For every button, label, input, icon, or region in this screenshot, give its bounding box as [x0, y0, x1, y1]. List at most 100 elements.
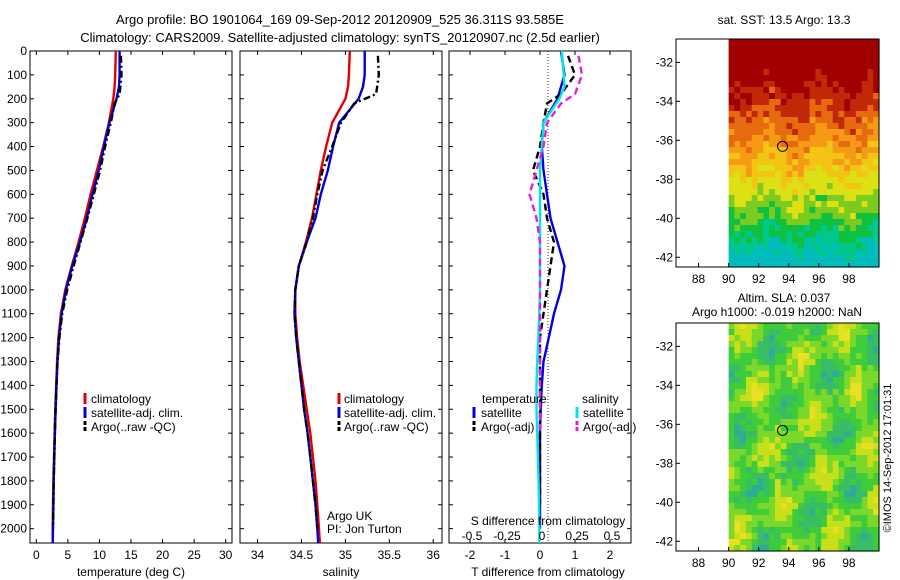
map-cell — [769, 255, 776, 262]
map-cell — [774, 455, 782, 462]
map-cell — [774, 491, 782, 498]
map-cell — [763, 111, 770, 118]
map-cell — [745, 75, 753, 82]
map-cell — [855, 515, 863, 522]
map-cell — [844, 219, 851, 226]
map-cell — [745, 491, 753, 498]
map-cell — [751, 147, 759, 154]
map-cell — [803, 383, 811, 390]
map-cell — [838, 527, 845, 534]
map-cell — [780, 147, 788, 154]
map-cell — [740, 195, 747, 202]
map-cell — [745, 323, 753, 330]
map-cell — [873, 497, 880, 504]
map-cell — [786, 335, 793, 342]
map-cell — [774, 195, 782, 202]
map-cell — [751, 413, 759, 420]
map-cell — [838, 75, 845, 82]
map-cell — [763, 255, 770, 262]
map-cell — [815, 437, 822, 444]
map-cell — [861, 425, 869, 432]
map-cell — [803, 359, 811, 366]
map-cell — [850, 219, 857, 226]
map-cell — [786, 401, 793, 408]
map-cell — [751, 515, 759, 522]
map-cell — [728, 365, 736, 372]
map-cell — [780, 165, 788, 172]
map-cell — [751, 117, 759, 124]
map-cell — [745, 341, 753, 348]
map-cell — [838, 335, 845, 342]
map-cell — [745, 395, 753, 402]
map-cell — [861, 183, 869, 190]
map-cell — [809, 521, 816, 528]
map-cell — [809, 213, 816, 220]
map-cell — [838, 249, 845, 256]
map-cell — [832, 63, 840, 70]
map-cell — [867, 395, 874, 402]
map-cell — [873, 207, 880, 214]
map-cell — [757, 497, 764, 504]
map-cell — [798, 353, 805, 360]
map-cell — [803, 225, 811, 232]
map-cell — [832, 461, 840, 468]
legend-label-climatology: climatology — [344, 392, 404, 406]
map-cell — [826, 365, 834, 372]
map-cell — [855, 39, 863, 46]
map-cell — [855, 365, 863, 372]
map-cell — [855, 141, 863, 148]
map-cell — [873, 515, 880, 522]
map-cell — [786, 87, 793, 94]
map-cell — [861, 473, 869, 480]
map-cell — [757, 159, 764, 166]
legend-label-s-argo: Argo(-adj) — [583, 420, 636, 434]
map-cell — [786, 141, 793, 148]
map-cell — [798, 219, 805, 226]
map-cell — [792, 45, 799, 52]
map-cell — [769, 545, 776, 552]
map-cell — [861, 431, 869, 438]
imos-timestamp: ©IMOS 14-Sep-2012 17:01:31 — [882, 384, 894, 533]
map-cell — [798, 377, 805, 384]
map-cell — [757, 129, 764, 136]
map-cell — [803, 243, 811, 250]
map-cell — [826, 491, 834, 498]
map-cell — [786, 467, 793, 474]
map-cell — [844, 371, 851, 378]
map-cell — [745, 93, 753, 100]
map-cell — [734, 365, 741, 372]
map-cell — [844, 467, 851, 474]
map-cell — [803, 165, 811, 172]
depth-ytick-label: 1200 — [0, 331, 27, 345]
legend-label-t-satellite: satellite — [481, 406, 522, 420]
map-cell — [867, 521, 874, 528]
map-cell — [838, 377, 845, 384]
map-cell — [745, 389, 753, 396]
map-cell — [855, 509, 863, 516]
map-cell — [867, 437, 874, 444]
map-cell — [792, 419, 799, 426]
map-cell — [855, 335, 863, 342]
map-cell — [728, 63, 736, 70]
map-cell — [850, 365, 857, 372]
map-cell — [745, 159, 753, 166]
map-cell — [786, 383, 793, 390]
map-cell — [844, 407, 851, 414]
map-cell — [780, 69, 788, 76]
map-cell — [786, 431, 793, 438]
map-cell — [763, 219, 770, 226]
map-cell — [798, 527, 805, 534]
map-cell — [815, 461, 822, 468]
legend-heading-temperature: temperature — [482, 392, 547, 406]
map-cell — [821, 401, 828, 408]
map-cell — [769, 371, 776, 378]
map-cell — [798, 335, 805, 342]
map-cell — [769, 503, 776, 510]
map-cell — [798, 183, 805, 190]
map-cell — [821, 341, 828, 348]
map-cell — [757, 365, 764, 372]
map-cell — [751, 389, 759, 396]
map-cell — [803, 527, 811, 534]
depth-ytick-label: 1500 — [0, 402, 27, 416]
map-cell — [745, 189, 753, 196]
